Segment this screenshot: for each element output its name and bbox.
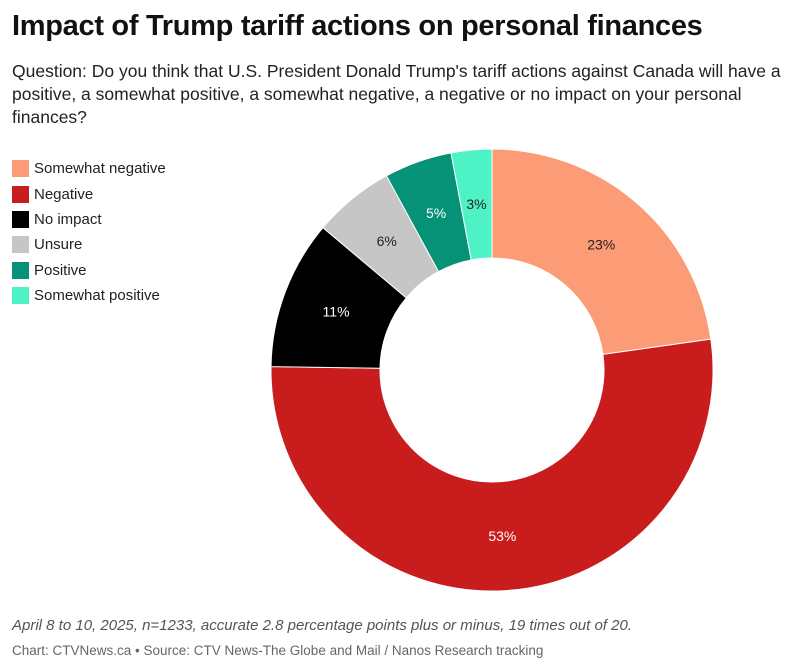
legend-swatch <box>12 185 29 203</box>
legend-label: Positive <box>34 261 87 279</box>
legend-item: Somewhat positive <box>12 283 166 308</box>
survey-note: April 8 to 10, 2025, n=1233, accurate 2.… <box>12 617 632 634</box>
legend-item: No impact <box>12 207 166 232</box>
legend-label: No impact <box>34 210 102 228</box>
slice-value-label: 5% <box>426 205 446 221</box>
legend-swatch <box>12 261 29 279</box>
chart-credit: Chart: CTVNews.ca • Source: CTV News-The… <box>12 643 544 658</box>
legend-swatch <box>12 160 29 178</box>
slice-value-label: 6% <box>377 233 397 249</box>
slice-value-label: 23% <box>587 236 615 252</box>
donut-slice <box>270 338 714 592</box>
legend-item: Unsure <box>12 232 166 257</box>
legend-item: Somewhat negative <box>12 156 166 181</box>
legend-swatch <box>12 287 29 305</box>
chart-title: Impact of Trump tariff actions on person… <box>12 10 703 42</box>
legend-item: Positive <box>12 258 166 283</box>
legend: Somewhat negative Negative No impact Unsure… <box>12 156 166 308</box>
legend-item: Negative <box>12 181 166 206</box>
legend-swatch <box>12 210 29 228</box>
legend-label: Unsure <box>34 236 83 254</box>
slice-value-label: 53% <box>488 528 516 544</box>
slice-value-label: 11% <box>323 304 350 320</box>
donut-slice <box>491 148 712 355</box>
chart-subtitle: Question: Do you think that U.S. Preside… <box>12 61 781 127</box>
legend-label: Somewhat positive <box>34 287 160 305</box>
slice-value-label: 3% <box>466 196 486 212</box>
legend-label: Negative <box>34 185 94 203</box>
donut-slice <box>450 148 493 261</box>
legend-swatch <box>12 236 29 254</box>
legend-label: Somewhat negative <box>34 160 166 178</box>
